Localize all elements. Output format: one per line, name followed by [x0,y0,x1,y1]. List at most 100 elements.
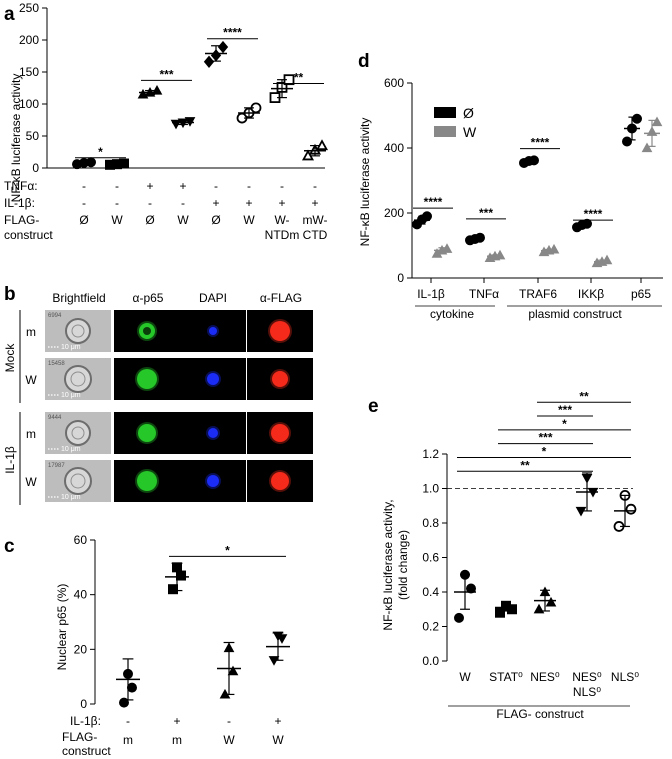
panel-c-point-0-1 [127,682,137,693]
panel-d-ytick-label-2: 400 [384,141,404,155]
panel-a-row-construct: construct [4,228,53,242]
panel-e-xtick-label-3: NES⁰ [572,670,602,684]
panel-a-construct-1: W [111,213,123,227]
panel-c-il1-0: - [126,714,130,728]
panel-e-sig-label-5: ** [579,389,589,403]
panel-a-row-flag: FLAG- [4,213,39,227]
panel-a-chart: 050100150200250--Ø--W+-Ø+-W-+Ø-+W-+W-NTD… [19,1,329,242]
panel-a-sig-label-1: *** [159,67,173,81]
panel-e-xtick-label-2: NES⁰ [530,670,560,684]
panel-b-stain-3-1 [137,471,157,491]
panel-b-row-label-1: W [25,373,37,387]
panel-e-ytick-label-4: 0.8 [422,516,439,530]
panel-a-ytick-label-4: 200 [19,33,39,47]
panel-a-tnf-5: - [247,179,251,193]
panel-a-il1-0: - [82,196,86,210]
panel-e: NF-κB luciferase activity, (fold change)… [381,499,630,721]
panel-c-chart: 0 20 40 60 - m + m - W + W * [74,533,290,747]
panel-b-cell-inner-3-0 [70,473,86,489]
panel-a-construct-2: Ø [145,213,154,227]
panel-a-sig-label-2: **** [223,26,242,40]
panel-e-point-2-0 [533,603,545,614]
panel-c-ytick-label-0: 0 [80,697,87,711]
panel-c-il1-3: + [274,714,281,728]
panel-e-ytick-label-2: 0.4 [422,585,439,599]
panel-a-construct2-6: NTDm [265,228,300,242]
panel-b-cell-1-0 [64,365,92,393]
panel-d-letter: d [358,51,370,72]
panel-c-ytick-label-1: 20 [74,642,88,656]
panel-b-cell-id-2: 9444 [48,415,62,421]
panel-e-ytick-label-0: 0.0 [422,654,439,668]
panel-e-sig-label-2: *** [538,431,552,445]
panel-d-ytick-label-3: 600 [384,76,404,90]
panel-b-cell-id-0: 6994 [48,313,62,319]
panel-b-stain-3-2 [207,475,219,487]
panel-a-ytick-label-5: 250 [19,1,39,15]
panel-a-construct-6: W- [274,213,289,227]
panel-e-sig-label-4: *** [558,403,572,417]
panel-e-ylabel-line2: (fold change) [396,530,410,600]
panel-b-scale-label-0: 10 μm [61,344,81,351]
panel-a-il1-2: - [148,196,152,210]
panel-b-group-mock: Mock [3,343,17,373]
panel-a-ylabel: NF-κB luciferase activity [9,74,23,203]
panel-a-ytick-label-1: 50 [26,129,40,143]
panel-e-point-2-1 [545,596,557,607]
panel-a-ytick-label-2: 100 [19,97,39,111]
panel-d-sig-label-3: **** [584,207,603,221]
panel-a-il1-1: - [115,196,119,210]
panel-c-point-1-0 [168,584,178,595]
panel-c-construct-1: m [172,733,182,747]
panel-c-construct-2: W [223,733,235,747]
panel-a-ytick-label-0: 0 [32,161,39,175]
panel-c-letter: c [4,536,15,557]
panel-d-point-1-4-2 [651,116,663,127]
panel-e-chart: 0.00.20.40.60.81.01.2W STAT⁰ NES⁰ NES⁰NLS⁰N… [422,389,639,699]
panel-c-ytick-label-2: 40 [74,588,88,602]
panel-b-stain-0-3 [270,321,290,341]
panel-b-scale-label-3: 10 μm [61,494,81,501]
panel-a-tnf-6: - [280,179,284,193]
panel-d-ylabel: NF-κB luciferase activity [358,118,372,247]
panel-e-point-0-1 [466,583,476,594]
panel-c-sig-label-0: * [225,543,230,557]
panel-a-construct2-7: CTD [303,228,328,242]
panel-a-construct-3: W [177,213,189,227]
panel-d-xtick-label-4: p65 [631,287,651,301]
panel-a-point-4-0 [203,55,215,68]
panel-b-stain-0-2 [209,327,217,335]
dynamic-marks: 050100150200250--Ø--W+-Ø+-W-+Ø-+W-+W-NTD… [19,1,663,747]
panel-a-sig-label-3: ** [294,71,304,85]
panel-b-scale-label-1: 10 μm [61,392,81,399]
panel-e-ytick-label-5: 1.0 [422,482,439,496]
panel-a-il1-5: + [245,196,252,210]
panel-b-stain-2-3 [271,424,289,442]
panel-b-cell-inner-0-0 [71,324,85,338]
panel-b-images: m 6994 10 μm W 15458 10 μm m 9444 10 μm W 17987 10 … [25,310,313,502]
panel-a-il1-7: + [311,196,318,210]
panel-b-header-flag: α-FLAG [260,291,302,305]
panel-e-point-4-1 [625,503,637,515]
panel-b-stain-2-1 [138,424,156,442]
panel-c-il1-2: - [227,714,231,728]
panel-d-point-0-4-0 [622,136,632,147]
panel-b-cell-3-0 [64,467,92,495]
panel-b-cell-0-0 [65,318,91,344]
panel-c-point-2-1 [227,665,239,676]
panel-c-construct-3: W [272,733,284,747]
panel-d-legend-label-1: W [463,124,477,140]
panel-a-tnf-4: - [214,179,218,193]
panel-a-ytick-label-3: 150 [19,65,39,79]
panel-d-ytick-label-1: 200 [384,206,404,220]
panel-b-row-label-2: m [26,427,36,441]
panel-c-row-il1: IL-1β: [70,714,101,728]
panel-b-letter: b [4,284,16,305]
panel-e-sig-label-0: ** [520,458,530,472]
panel-b-cell-id-3: 17987 [48,463,65,469]
panel-b-stain-1-3 [272,371,288,387]
panel-e-sig-label-3: * [562,417,567,431]
panel-b-group-il1: IL-1β [3,446,17,474]
panel-b-stain-2-2 [208,428,218,438]
